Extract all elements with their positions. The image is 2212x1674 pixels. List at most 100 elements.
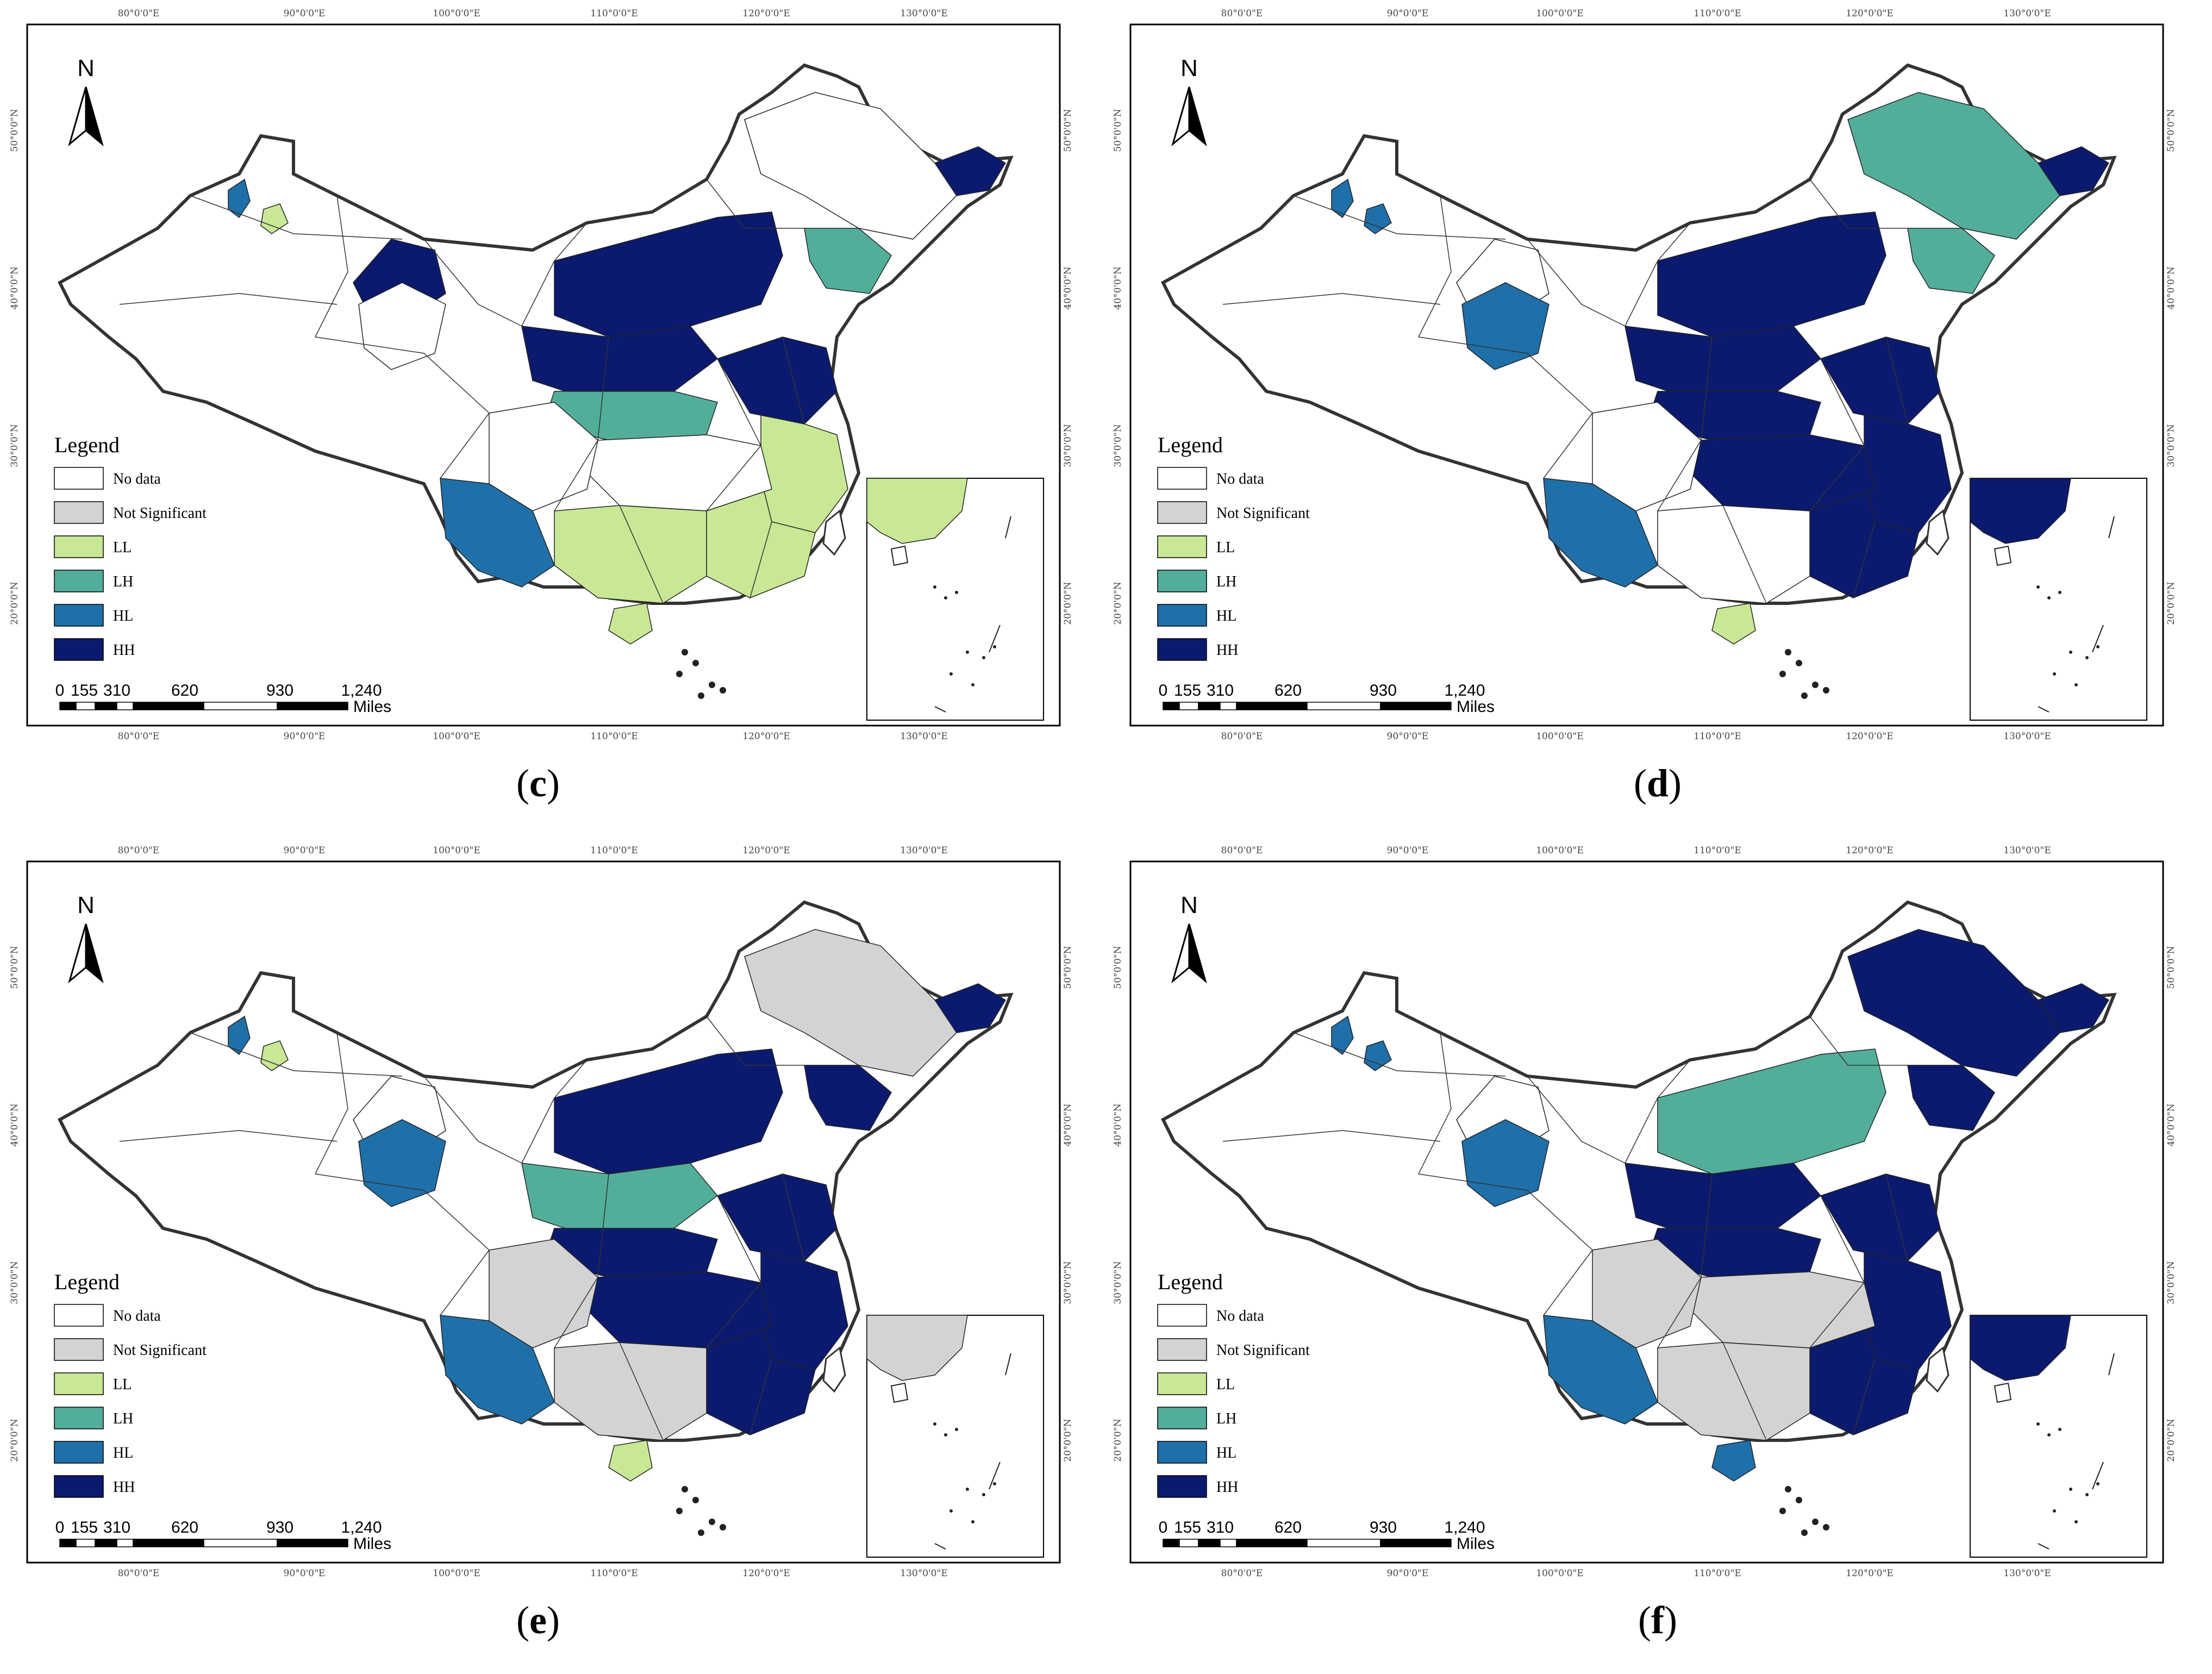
island-dot: [1801, 1529, 1808, 1536]
longitude-tick-bottom: 80°0'0"E: [1221, 1568, 1263, 1579]
scale-tick: 310: [1207, 682, 1234, 699]
legend-label-HL: HL: [113, 608, 133, 624]
latitude-tick-right: 50°0'0"N: [2166, 946, 2177, 989]
region-xinjiang_spot: [1331, 1015, 1354, 1055]
region-hainan: [1711, 603, 1756, 645]
north-arrow-icon: N: [68, 892, 104, 984]
latitude-tick-left: 40°0'0"N: [1113, 266, 1123, 309]
longitude-tick-bottom: 90°0'0"E: [284, 1568, 326, 1579]
scale-segment: [1236, 1539, 1308, 1547]
caption-letter: e: [529, 1598, 547, 1642]
province-boundary: [423, 1076, 522, 1164]
legend-label-ns: Not Significant: [113, 1342, 207, 1359]
scale-segment: [59, 1539, 77, 1547]
province-boundary: [315, 1173, 490, 1251]
north-label: N: [1180, 892, 1198, 919]
longitude-tick-bottom: 80°0'0"E: [118, 1568, 160, 1579]
island-dot: [1796, 1497, 1802, 1503]
province-boundary: [1624, 1059, 1691, 1164]
legend-swatch-LH: [54, 570, 104, 592]
legend-swatch-LH: [1157, 1407, 1207, 1429]
legend-swatch-ns: [54, 501, 104, 524]
island-dot: [1796, 660, 1802, 666]
north-arrow-icon: N: [1171, 55, 1207, 147]
longitude-tick-top: 110°0'0"E: [1694, 845, 1741, 856]
panel-caption: (d): [1633, 761, 1682, 805]
latitude-tick-left: 40°0'0"N: [1113, 1103, 1123, 1146]
north-arrow-icon: N: [68, 55, 104, 147]
province-boundary: [315, 1032, 348, 1175]
scale-tick: 930: [1370, 682, 1397, 699]
island-dot: [698, 1529, 704, 1536]
longitude-tick-bottom: 100°0'0"E: [433, 1568, 480, 1579]
scale-tick: 310: [103, 1519, 130, 1536]
province-boundary: [1222, 293, 1441, 305]
province-boundary: [1885, 1173, 1908, 1261]
map-panel-d: 80°0'0"E 80°0'0"E 90°0'0"E 90°0'0"E 100°0'0"…: [1113, 0, 2201, 815]
latitude-tick-left: 50°0'0"N: [9, 109, 20, 152]
island-dot: [692, 660, 699, 666]
longitude-tick-bottom: 80°0'0"E: [118, 731, 160, 742]
scale-segment: [1307, 702, 1381, 710]
province-boundary: [706, 179, 804, 229]
latitude-tick-left: 50°0'0"N: [1113, 109, 1123, 152]
region-gansu: [1461, 1119, 1549, 1207]
caption-letter: d: [1646, 761, 1669, 805]
province-boundary: [1527, 239, 1626, 327]
latitude-tick-right: 30°0'0"N: [2166, 1261, 2177, 1304]
inset-island-dot: [971, 683, 974, 686]
legend-label-HL: HL: [113, 1445, 133, 1461]
inset-mainland: [866, 1315, 968, 1381]
region-xinjiang_spot: [1331, 178, 1354, 218]
inset-island-dot: [2036, 1422, 2040, 1426]
scale-segment: [76, 1539, 96, 1547]
inset-hainan: [1994, 1382, 2012, 1403]
north-arrow-icon: N: [1171, 892, 1207, 984]
island-dot: [692, 1497, 699, 1503]
longitude-tick-bottom: 130°0'0"E: [900, 1568, 947, 1579]
inset-boundary: [934, 1353, 1011, 1550]
region-northcenter: [1624, 1163, 1822, 1240]
island-dot: [1779, 671, 1786, 677]
inset-hainan: [1994, 545, 2012, 566]
province-boundary: [1293, 1032, 1506, 1077]
longitude-tick-top: 90°0'0"E: [1387, 8, 1429, 19]
scale-tick: 155: [1174, 682, 1201, 699]
scale-segment: [116, 1539, 134, 1547]
longitude-tick-top: 130°0'0"E: [900, 8, 947, 19]
inset-island-dot: [993, 1482, 996, 1485]
legend-swatch-LL: [54, 1372, 104, 1395]
latitude-tick-right: 30°0'0"N: [1063, 424, 1073, 467]
legend-label-ns: Not Significant: [1216, 1342, 1310, 1359]
legend-swatch-HL: [1157, 604, 1207, 627]
north-label: N: [1180, 55, 1198, 82]
longitude-tick-top: 110°0'0"E: [590, 845, 638, 856]
latitude-tick-right: 50°0'0"N: [2166, 109, 2177, 152]
longitude-tick-top: 110°0'0"E: [590, 8, 638, 19]
longitude-tick-bottom: 130°0'0"E: [900, 731, 947, 742]
legend-label-HH: HH: [1216, 642, 1238, 659]
legend-label-LH: LH: [113, 573, 133, 590]
region-xinjiang_spot: [228, 178, 251, 218]
inset-island-dot: [966, 651, 969, 654]
province-boundary: [782, 1173, 805, 1261]
legend-label-ns: Not Significant: [1216, 505, 1310, 522]
island-dot: [720, 687, 726, 694]
island-dot: [682, 649, 688, 655]
latitude-tick-left: 20°0'0"N: [1113, 582, 1123, 624]
scale-segment: [277, 702, 348, 710]
province-boundary: [619, 505, 664, 604]
inset-island-dot: [2047, 1433, 2051, 1436]
legend-swatch-LL: [54, 535, 104, 558]
inset-hainan: [890, 545, 909, 566]
longitude-tick-bottom: 110°0'0"E: [1694, 1568, 1741, 1579]
inset-island-dot: [2069, 1488, 2072, 1491]
legend-swatch-HL: [1157, 1441, 1207, 1464]
longitude-tick-top: 110°0'0"E: [1694, 8, 1741, 19]
latitude-tick-right: 40°0'0"N: [2166, 1103, 2177, 1146]
inset-island-dot: [949, 672, 953, 676]
province-boundary: [119, 1130, 338, 1142]
province-boundary: [423, 239, 522, 327]
